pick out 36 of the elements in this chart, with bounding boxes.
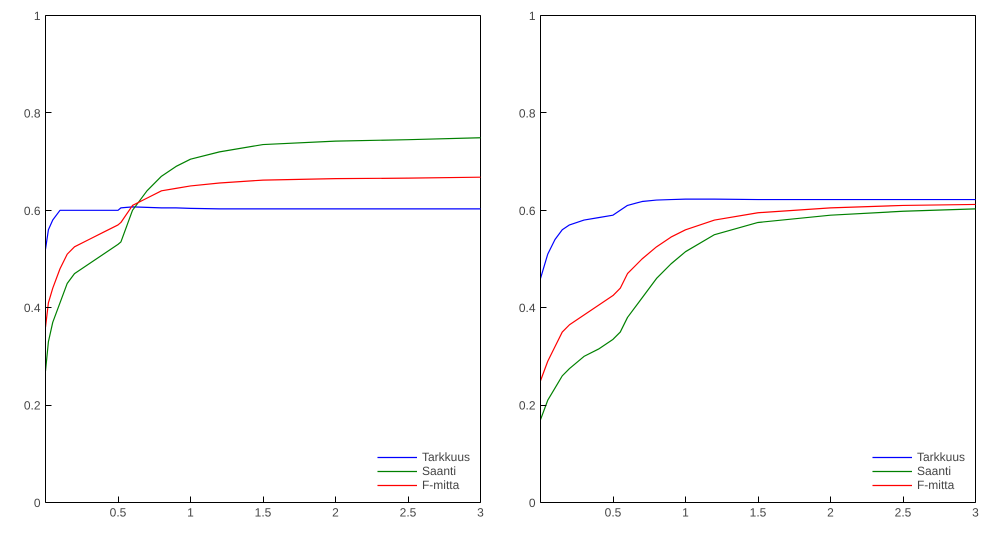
y-tick-label: 0	[34, 496, 41, 510]
x-tick-label: 1	[682, 506, 690, 520]
legend-label: F-mitta	[422, 478, 460, 492]
y-tick-label: 0	[528, 496, 536, 510]
y-tick-label: 0.4	[518, 301, 536, 316]
x-tick-label: 2.5	[400, 506, 417, 520]
line-series	[540, 208, 976, 420]
y-tick-label: 0.8	[518, 106, 536, 120]
x-tick-label: 1.5	[750, 506, 767, 520]
x-tick-label: 0.5	[110, 506, 127, 520]
x-tick-label: 1	[187, 506, 194, 520]
line-series	[540, 204, 976, 382]
legend-label: Tarkkuus	[422, 450, 470, 464]
x-tick-label: 2.5	[894, 506, 912, 520]
legend-label: Tarkkuus	[916, 450, 965, 464]
y-tick-label: 0.8	[24, 106, 41, 120]
legend-label: Saanti	[916, 464, 951, 478]
y-tick-label: 0.4	[24, 301, 41, 316]
x-tick-label: 0.5	[604, 506, 622, 520]
legend-label: F-mitta	[916, 478, 954, 492]
y-tick-label: 0.2	[518, 398, 536, 413]
x-tick-label: 3	[972, 506, 980, 520]
x-tick-label: 2	[332, 506, 340, 520]
y-tick-label: 0.2	[24, 398, 41, 413]
y-tick-label: 0.6	[518, 204, 536, 218]
y-tick-label: 1	[528, 9, 536, 23]
line-series	[46, 206, 480, 250]
legend-label: Saanti	[422, 464, 456, 478]
y-tick-label: 0.6	[24, 204, 41, 218]
line-series	[46, 137, 480, 372]
x-tick-label: 3	[477, 506, 484, 520]
x-tick-label: 1.5	[254, 506, 272, 520]
line-series	[540, 198, 976, 280]
x-tick-label: 2	[827, 506, 834, 520]
line-series	[46, 176, 480, 328]
y-tick-label: 1	[34, 9, 41, 23]
